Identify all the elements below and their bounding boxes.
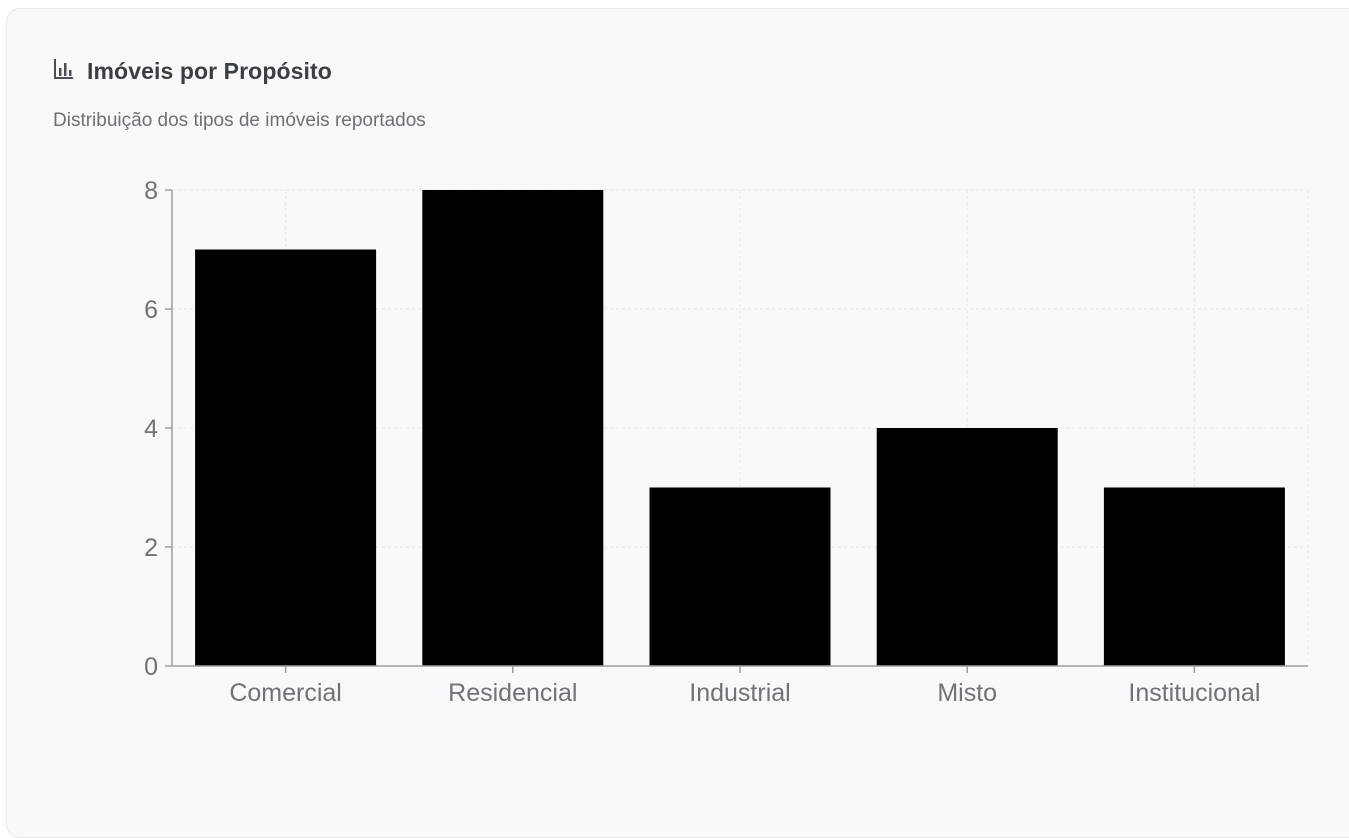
x-tick-label-misto: Misto <box>937 679 997 707</box>
card-subtitle: Distribuição dos tipos de imóveis report… <box>53 110 426 131</box>
bar-industrial <box>649 487 831 666</box>
y-tick-label: 6 <box>144 296 158 324</box>
bar-institucional <box>1103 487 1285 666</box>
bar-misto <box>876 428 1058 666</box>
x-tick-label-comercial: Comercial <box>229 679 342 707</box>
bar-chart-icon <box>53 57 75 86</box>
x-tick-label-institucional: Institucional <box>1128 679 1260 707</box>
x-tick-label-residencial: Residencial <box>448 679 577 707</box>
y-tick-label: 4 <box>144 415 158 443</box>
bar-residencial <box>422 190 604 666</box>
y-tick-label: 2 <box>144 534 158 562</box>
card-title: Imóveis por Propósito <box>87 58 332 84</box>
x-tick-label-industrial: Industrial <box>689 679 790 707</box>
y-tick-label: 8 <box>144 177 158 205</box>
y-tick-label: 0 <box>144 653 158 681</box>
bar-comercial <box>195 249 377 666</box>
card-header: Imóveis por Propósito <box>53 57 332 86</box>
